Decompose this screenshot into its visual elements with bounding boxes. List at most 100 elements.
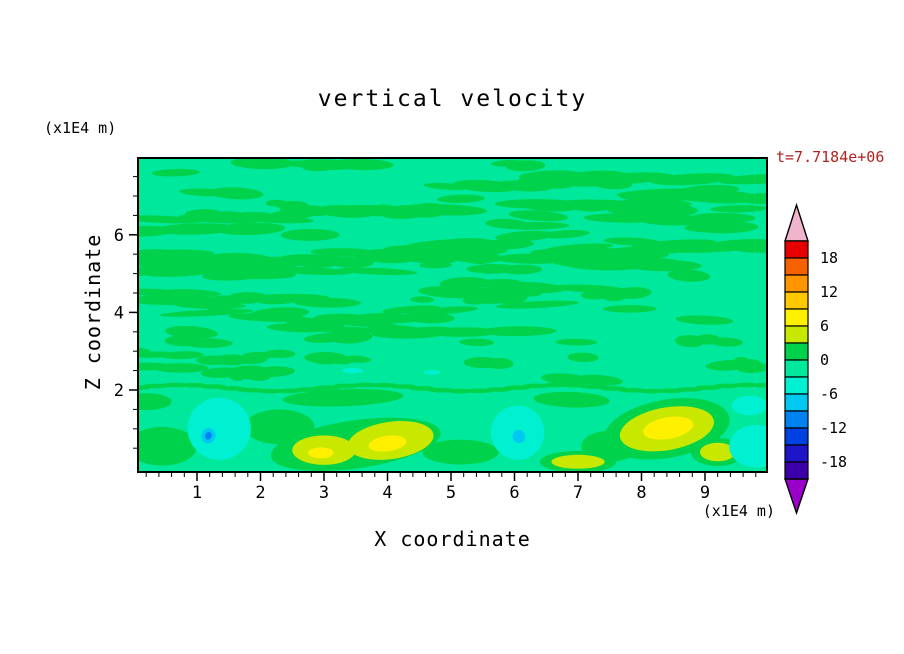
contour-streak (628, 247, 668, 259)
contour-streak (410, 296, 435, 303)
x-tick-label: 4 (382, 483, 392, 503)
contour-streak (437, 194, 485, 203)
contour-streak (214, 222, 286, 236)
contour-blob-cyan (729, 424, 768, 468)
contour-streak (555, 338, 598, 346)
contour-blob-cyan (423, 370, 441, 375)
contour-streak (263, 349, 296, 358)
contour-blob-lightblue (512, 429, 526, 444)
contour-streak (734, 239, 768, 253)
contour-streak (164, 289, 222, 297)
contour-streak (272, 267, 352, 275)
contour-streak (603, 237, 662, 246)
contour-streak (342, 355, 372, 363)
colorbar-segment (784, 461, 809, 480)
x-tick-label: 5 (446, 483, 456, 503)
contour-streak (240, 215, 314, 224)
y-tick-label: 6 (114, 226, 124, 246)
contour-streak (402, 311, 455, 324)
x-tick-label: 3 (319, 483, 329, 503)
contour-streak (508, 210, 568, 222)
contour-streak (316, 205, 378, 218)
contour-streak (710, 205, 768, 213)
colorbar-segment (784, 359, 809, 378)
contour-streak (567, 352, 599, 363)
plot-area: 1 2 3 4 5 6 7 8 9 2 4 6 (114, 157, 768, 503)
x-tick-label: 7 (573, 483, 583, 503)
colorbar-segment (784, 240, 809, 259)
contour-streak (500, 264, 542, 275)
contour-streak (479, 326, 557, 337)
contour-streak (650, 173, 735, 186)
colorbar-label: 6 (820, 317, 829, 335)
contour-streak (476, 239, 534, 250)
contour-blob-band (422, 439, 499, 465)
contour-streak (595, 200, 659, 209)
colorbar-segment (784, 427, 809, 446)
contour-streak (483, 357, 514, 370)
contour-streak (485, 218, 528, 229)
contour-streak (675, 315, 734, 325)
y-axis-unit-label: (x1E4 m) (44, 119, 117, 137)
contour-streak (293, 297, 361, 308)
colorbar-label: 0 (820, 351, 829, 369)
x-tick-label: 1 (192, 483, 202, 503)
contour-streak (152, 363, 209, 373)
colorbar-label: 12 (820, 283, 838, 301)
contour-blob-band (282, 388, 404, 407)
contour-streak (310, 248, 382, 257)
colorbar-segment (784, 291, 809, 310)
contour-streak (505, 160, 546, 172)
contour-streak (336, 267, 418, 276)
x-axis-title: X coordinate (374, 527, 531, 551)
contour-streak (178, 213, 261, 224)
contour-blob-cyan (187, 397, 251, 460)
contour-streak (230, 157, 295, 170)
contour-blob-yg (699, 442, 736, 462)
colorbar-bottom-arrow (784, 478, 809, 516)
chart-title: vertical velocity (317, 86, 588, 112)
colorbar-segment (784, 393, 809, 412)
contour-streak (215, 255, 291, 267)
x-tick-label: 8 (636, 483, 646, 503)
contour-streak (154, 264, 222, 275)
contour-streak (709, 337, 743, 347)
contour-streak (545, 243, 614, 252)
contour-streak (736, 363, 768, 373)
contour-streak (489, 281, 566, 294)
contour-streak (603, 305, 657, 313)
y-tick-label: 2 (114, 381, 124, 401)
contour-streak (684, 221, 756, 233)
contour-streak (201, 298, 239, 311)
colorbar-segment (784, 410, 809, 429)
contour-streak (209, 187, 264, 200)
contour-streak (667, 269, 711, 282)
contour-streak (495, 230, 555, 242)
contour-streak (574, 177, 617, 187)
contour-streak (552, 252, 630, 264)
contour-blob-blue (205, 431, 212, 440)
contour-streak (420, 306, 478, 315)
contour-streak (549, 284, 627, 293)
contour-streak (419, 262, 452, 269)
contour-streak (316, 326, 379, 334)
colorbar-segment (784, 257, 809, 276)
time-annotation: t=7.7184e+06 (776, 148, 885, 166)
contour-blob-cyan (342, 367, 363, 374)
contour-blob-cyan (731, 395, 768, 416)
y-tick-label: 4 (114, 303, 124, 323)
contour-blob-band (137, 426, 197, 466)
contour-streak (495, 300, 579, 309)
x-tick-label: 2 (255, 483, 265, 503)
contour-blob-yellow (308, 447, 334, 459)
colorbar-segment (784, 325, 809, 344)
contour-streak (159, 351, 204, 360)
x-tick-label: 6 (509, 483, 519, 503)
contour-streak (364, 325, 425, 335)
contour-streak (202, 268, 272, 281)
contour-streak (690, 212, 756, 223)
colorbar-segment (784, 376, 809, 395)
contour-streak (679, 193, 747, 202)
contour-streak (365, 248, 436, 257)
